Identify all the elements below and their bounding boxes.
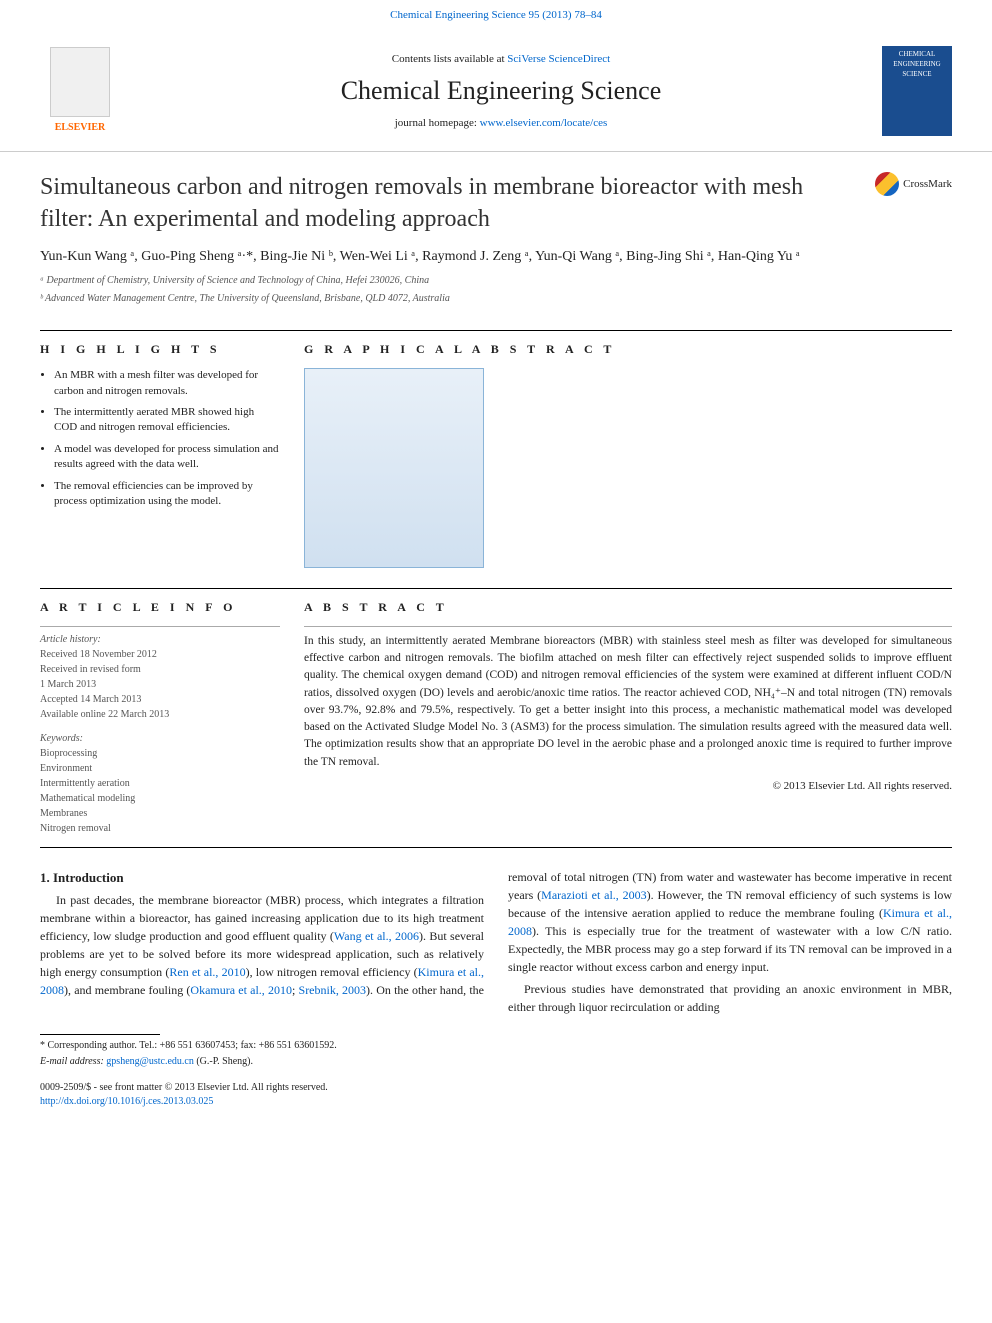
cover-text: CHEMICAL ENGINEERING SCIENCE <box>893 50 940 78</box>
citation-link[interactable]: Marazioti et al., 2003 <box>541 888 646 902</box>
body-text: ), low nitrogen removal efficiency ( <box>246 965 418 979</box>
email-line: E-mail address: gpsheng@ustc.edu.cn (G.-… <box>40 1055 952 1069</box>
intro-paragraph: Previous studies have demonstrated that … <box>508 980 952 1016</box>
elsevier-label: ELSEVIER <box>55 121 106 135</box>
crossmark-badge[interactable]: CrossMark <box>875 172 952 196</box>
footnote-separator <box>40 1034 160 1035</box>
graphical-abstract-image <box>304 368 484 568</box>
issn-line-1: 0009-2509/$ - see front matter © 2013 El… <box>40 1081 952 1095</box>
divider <box>40 626 280 627</box>
divider <box>304 626 952 627</box>
issn-block: 0009-2509/$ - see front matter © 2013 El… <box>0 1081 992 1129</box>
journal-header: ELSEVIER Contents lists available at Sci… <box>0 31 992 152</box>
corresponding-author: * Corresponding author. Tel.: +86 551 63… <box>40 1039 952 1053</box>
article-info-heading: A R T I C L E I N F O <box>40 599 280 616</box>
keyword: Membranes <box>40 807 280 821</box>
highlights-heading: H I G H L I G H T S <box>40 341 280 358</box>
homepage-prefix: journal homepage: <box>395 117 480 129</box>
contents-prefix: Contents lists available at <box>392 53 507 65</box>
elsevier-tree-icon <box>50 47 110 117</box>
highlight-item: The intermittently aerated MBR showed hi… <box>54 405 280 436</box>
history-line: 1 March 2013 <box>40 678 280 692</box>
keyword: Intermittently aeration <box>40 777 280 791</box>
email-label: E-mail address: <box>40 1056 106 1067</box>
highlight-item: A model was developed for process simula… <box>54 442 280 473</box>
divider <box>40 588 952 589</box>
citation-link[interactable]: Wang et al., 2006 <box>334 929 419 943</box>
article-header: CrossMark Simultaneous carbon and nitrog… <box>0 152 992 320</box>
history-line: Available online 22 March 2013 <box>40 708 280 722</box>
affiliation-a: ᵃ Department of Chemistry, University of… <box>40 274 952 288</box>
highlights-column: H I G H L I G H T S An MBR with a mesh f… <box>40 341 280 578</box>
abstract-text: In this study, an intermittently aerated… <box>304 633 952 771</box>
highlights-list: An MBR with a mesh filter was developed … <box>40 368 280 509</box>
citation-link[interactable]: 2010 <box>222 965 246 979</box>
divider <box>40 847 952 848</box>
meta-row-2: A R T I C L E I N F O Article history: R… <box>0 599 992 837</box>
body-text: ). This is especially true for the treat… <box>508 924 952 974</box>
intro-heading: 1. Introduction <box>40 868 484 888</box>
citation-link[interactable]: Srebnik, 2003 <box>299 983 367 997</box>
journal-cover-thumbnail: CHEMICAL ENGINEERING SCIENCE <box>882 46 952 136</box>
keyword: Nitrogen removal <box>40 822 280 836</box>
sciencedirect-link[interactable]: SciVerse ScienceDirect <box>507 53 610 65</box>
history-label: Article history: <box>40 633 280 647</box>
header-center: Contents lists available at SciVerse Sci… <box>120 52 882 131</box>
author-list: Yun-Kun Wang ᵃ, Guo-Ping Sheng ᵃ·*, Bing… <box>40 247 952 267</box>
affiliation-b: ᵇ Advanced Water Management Centre, The … <box>40 292 952 306</box>
graphical-abstract-column: G R A P H I C A L A B S T R A C T <box>304 341 952 578</box>
article-info-column: A R T I C L E I N F O Article history: R… <box>40 599 280 837</box>
footnotes: * Corresponding author. Tel.: +86 551 63… <box>0 1039 992 1081</box>
divider <box>40 330 952 331</box>
top-citation-link[interactable]: Chemical Engineering Science 95 (2013) 7… <box>0 0 992 31</box>
keyword: Environment <box>40 762 280 776</box>
contents-list-line: Contents lists available at SciVerse Sci… <box>120 52 882 67</box>
crossmark-label: CrossMark <box>903 177 952 192</box>
history-line: Received in revised form <box>40 663 280 677</box>
journal-name: Chemical Engineering Science <box>120 73 882 109</box>
abstract-column: A B S T R A C T In this study, an interm… <box>304 599 952 837</box>
history-line: Received 18 November 2012 <box>40 648 280 662</box>
body-text: ), and membrane fouling ( <box>64 983 190 997</box>
email-suffix: (G.-P. Sheng). <box>194 1056 253 1067</box>
abstract-heading: A B S T R A C T <box>304 599 952 616</box>
article-info-block: Article history: Received 18 November 20… <box>40 633 280 836</box>
journal-homepage-line: journal homepage: www.elsevier.com/locat… <box>120 116 882 131</box>
homepage-link[interactable]: www.elsevier.com/locate/ces <box>480 117 608 129</box>
email-link[interactable]: gpsheng@ustc.edu.cn <box>106 1056 194 1067</box>
article-title: Simultaneous carbon and nitrogen removal… <box>40 172 952 234</box>
copyright-line: © 2013 Elsevier Ltd. All rights reserved… <box>304 779 952 794</box>
history-line: Accepted 14 March 2013 <box>40 693 280 707</box>
citation-link[interactable]: Ren et al., <box>169 965 218 979</box>
keyword: Mathematical modeling <box>40 792 280 806</box>
meta-row-1: H I G H L I G H T S An MBR with a mesh f… <box>0 341 992 578</box>
graphical-abstract-heading: G R A P H I C A L A B S T R A C T <box>304 341 952 358</box>
keywords-label: Keywords: <box>40 732 280 746</box>
keyword: Bioprocessing <box>40 747 280 761</box>
highlight-item: The removal efficiencies can be improved… <box>54 479 280 510</box>
citation-link[interactable]: Okamura et al., 2010 <box>190 983 292 997</box>
elsevier-logo: ELSEVIER <box>40 41 120 141</box>
highlight-item: An MBR with a mesh filter was developed … <box>54 368 280 399</box>
doi-link[interactable]: http://dx.doi.org/10.1016/j.ces.2013.03.… <box>40 1095 952 1109</box>
crossmark-icon <box>875 172 899 196</box>
introduction-section: 1. Introduction In past decades, the mem… <box>0 858 992 1026</box>
